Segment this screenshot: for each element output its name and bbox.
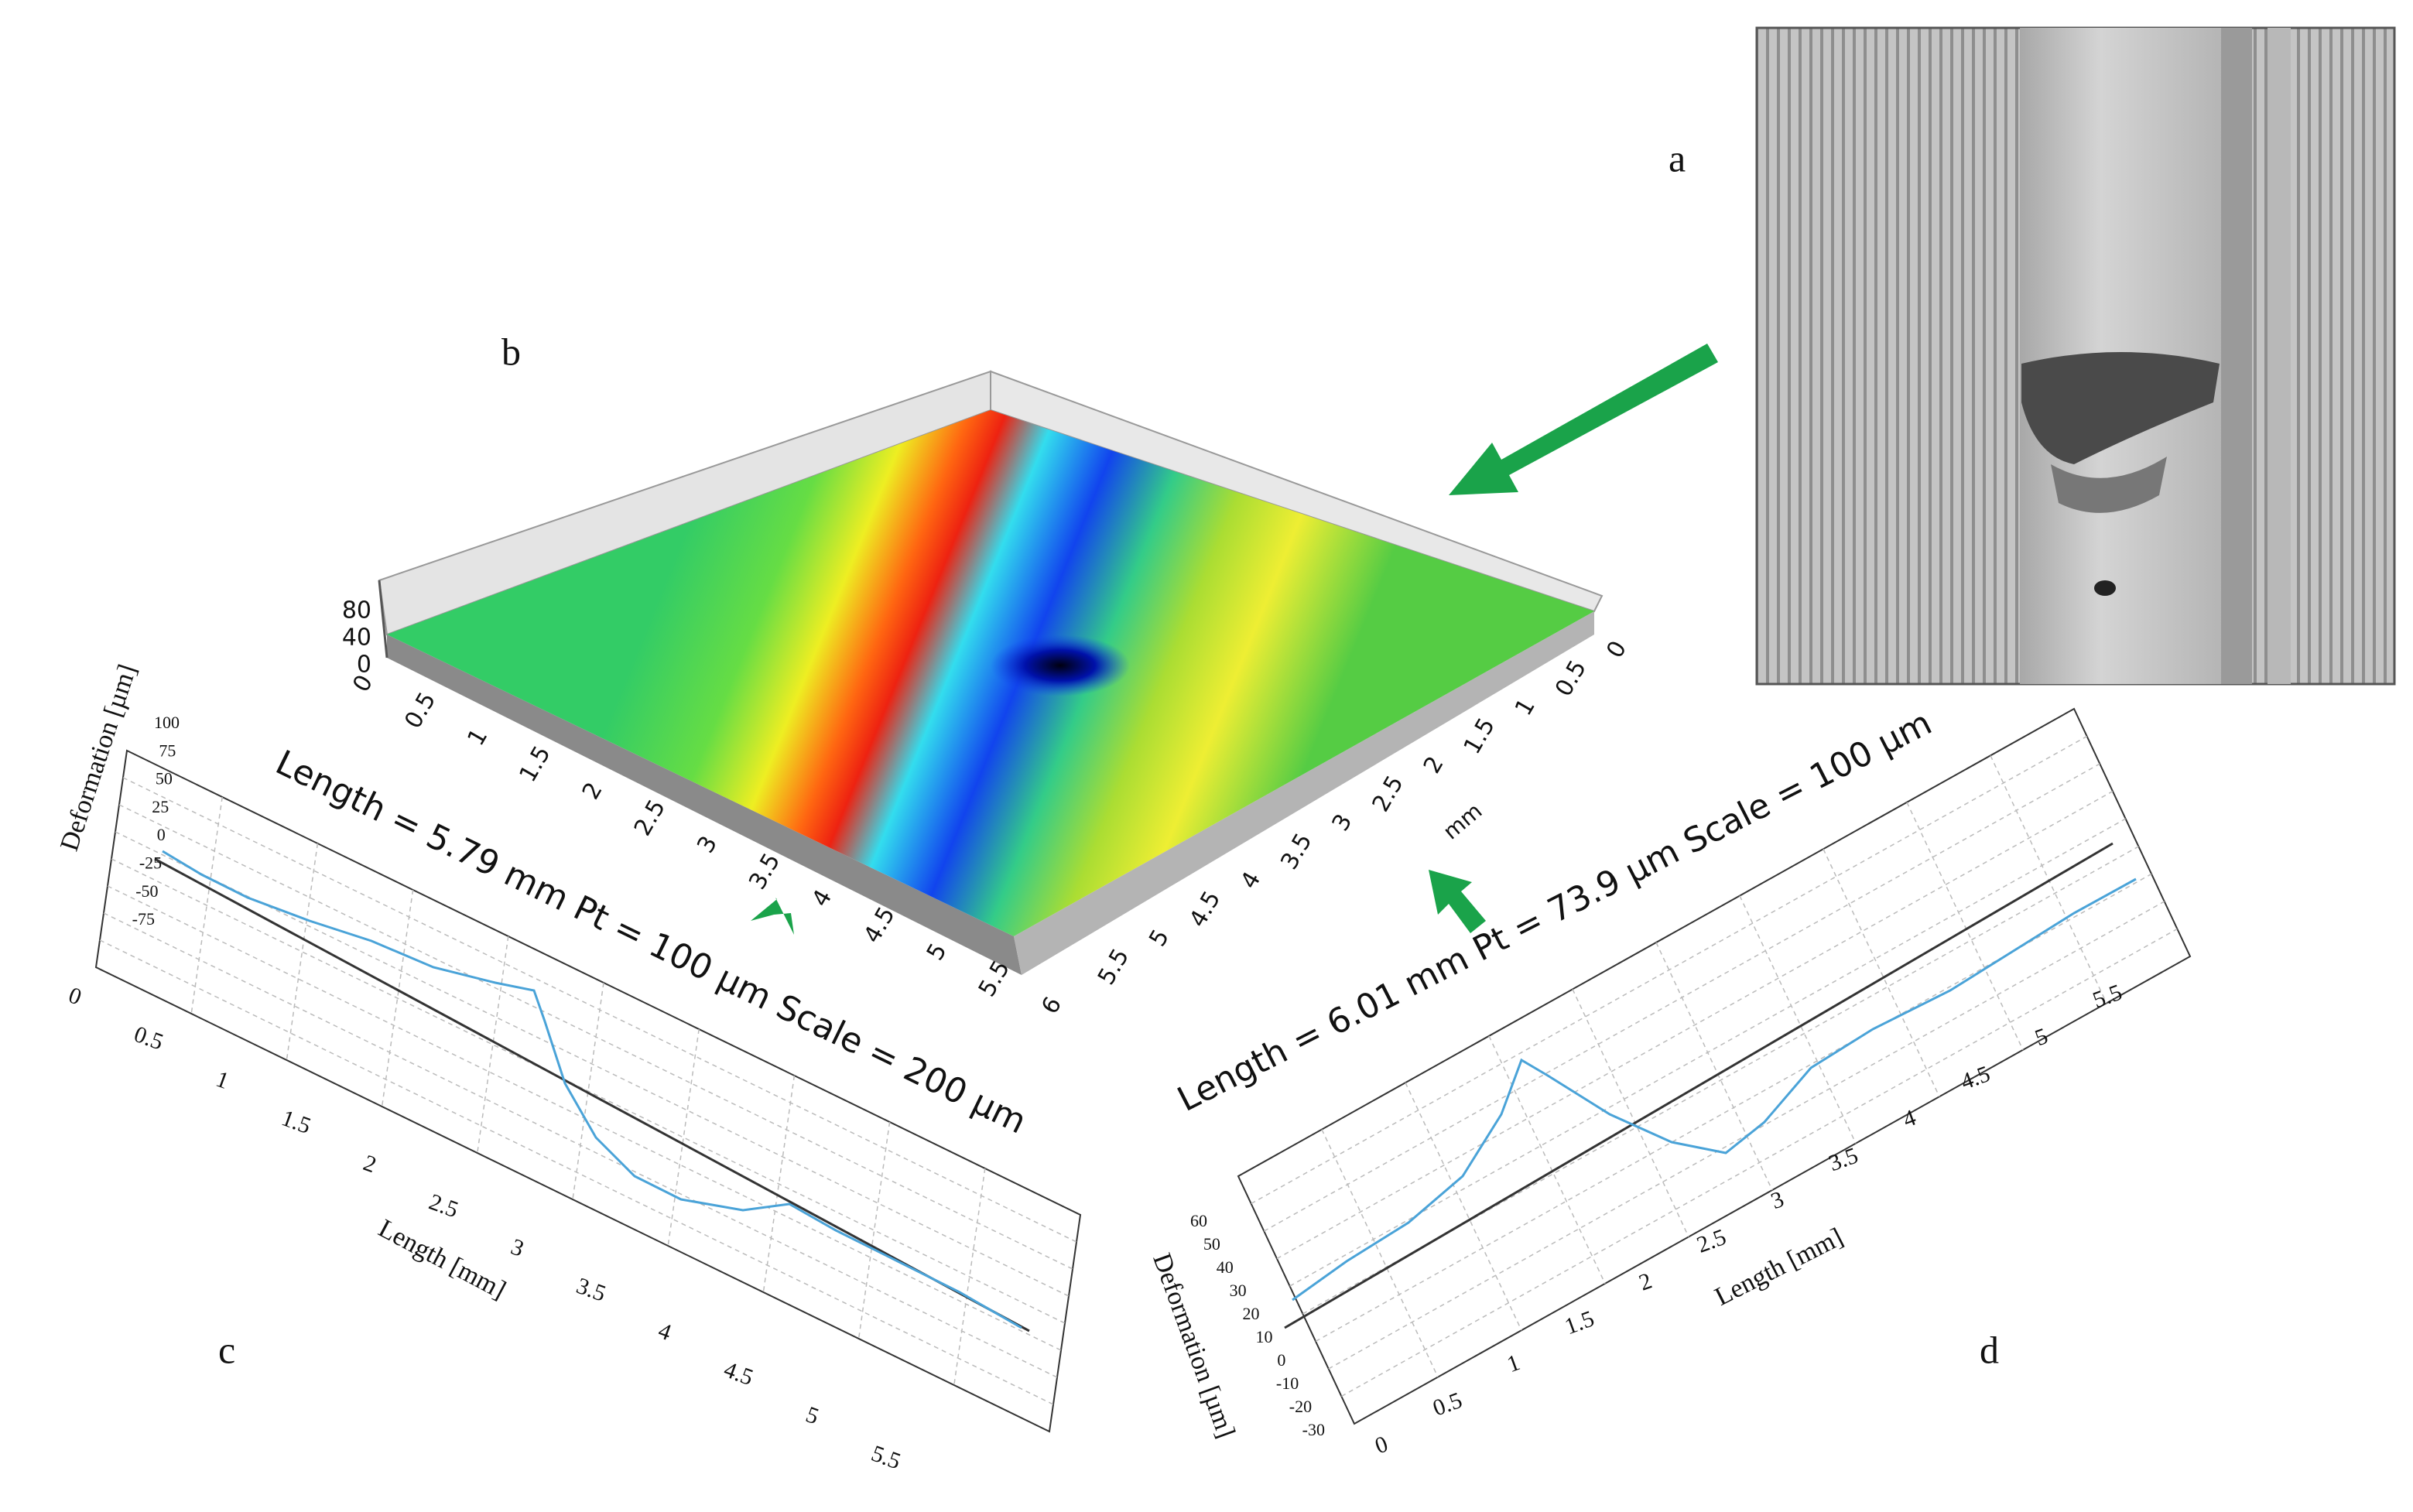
tick-label: 4 — [807, 885, 838, 912]
tick-label: 0 — [65, 982, 84, 1010]
tick-label: 2.5 — [1367, 771, 1409, 816]
profile-curve — [162, 850, 1022, 1329]
panel-label: b — [501, 330, 521, 373]
tick-label: 2.5 — [426, 1189, 462, 1223]
x-axis-label: Length [mm] — [374, 1214, 511, 1305]
tick-label: 5.5 — [868, 1441, 905, 1475]
arrows — [751, 344, 1718, 935]
tick-label: 80 — [342, 597, 371, 624]
tick-label: 5 — [922, 939, 953, 965]
tick-label: 2 — [360, 1150, 379, 1178]
tick-label: 3 — [508, 1234, 527, 1262]
surface-3d — [378, 370, 1604, 975]
tick-label: 2.5 — [629, 795, 671, 840]
tick-label: 10 — [1255, 1327, 1272, 1346]
reference-line — [154, 857, 1030, 1332]
tick-label: 1 — [213, 1066, 232, 1094]
y-axis-label: Deformation [µm] — [1147, 1250, 1241, 1442]
tick-label: 4 — [1235, 867, 1266, 894]
tick-label: -25 — [139, 853, 162, 872]
tick-label: 3.5 — [744, 849, 786, 895]
tick-label: 6 — [1036, 992, 1067, 1018]
tick-label: 4 — [655, 1318, 674, 1346]
tick-label: 3 — [1768, 1186, 1787, 1214]
tick-label: 5 — [803, 1401, 822, 1429]
tick-label: 0.5 — [1429, 1387, 1466, 1421]
plot-c-grid — [96, 751, 1080, 1432]
plot-d-grid — [1238, 709, 2190, 1424]
tick-label: 2 — [1636, 1268, 1655, 1296]
tick-label: 40 — [1217, 1257, 1234, 1277]
tick-label: -50 — [135, 881, 158, 901]
tick-label: -10 — [1276, 1373, 1299, 1393]
tick-label: 100 — [154, 713, 180, 732]
tick-label: 5 — [1144, 925, 1175, 951]
tick-label: 3.5 — [1275, 829, 1317, 874]
sem-image — [1755, 26, 2396, 686]
tick-label: 4.5 — [720, 1356, 757, 1391]
tick-label: 0.5 — [399, 688, 441, 734]
tick-label: 1 — [1510, 694, 1541, 720]
tick-label: 50 — [1203, 1234, 1220, 1254]
tick-label: 0 — [1601, 636, 1632, 662]
tick-label: 3 — [1327, 809, 1358, 836]
profile-curve — [1292, 877, 2137, 1302]
tick-label: 1 — [463, 724, 494, 751]
tick-label: 2 — [577, 778, 608, 804]
tick-label: 5.5 — [1093, 944, 1135, 990]
tick-label: 0.5 — [1550, 655, 1592, 701]
tick-label: 1.5 — [1459, 713, 1501, 759]
tick-label: 3 — [692, 831, 723, 857]
tick-label: 30 — [1230, 1281, 1247, 1300]
axis-unit: mm — [1438, 798, 1487, 844]
tick-label: -30 — [1302, 1420, 1325, 1439]
tick-label: 60 — [1190, 1211, 1207, 1230]
tick-label: -75 — [132, 909, 155, 929]
tick-label: 1 — [1504, 1350, 1523, 1377]
tick-label: 20 — [1243, 1304, 1260, 1323]
tick-label: 1.5 — [1562, 1305, 1598, 1339]
tick-label: 0.5 — [131, 1021, 167, 1055]
reference-line — [1284, 842, 2114, 1329]
tick-label: 2 — [1419, 752, 1450, 778]
tick-label: 0 — [1371, 1431, 1391, 1459]
tick-label: 3.5 — [573, 1273, 610, 1307]
tick-label: 25 — [152, 797, 169, 816]
tick-label: 4.5 — [1184, 887, 1226, 932]
tick-label: 40 — [342, 624, 371, 652]
tick-label: 1.5 — [515, 741, 556, 787]
panel-label: a — [1669, 136, 1686, 180]
tick-label: 0 — [357, 652, 371, 679]
tick-label: 75 — [159, 741, 176, 760]
tick-label: 1.5 — [278, 1105, 314, 1139]
panel-label: d — [1980, 1328, 1999, 1371]
panel-label: c — [218, 1328, 235, 1371]
tick-label: 0 — [1277, 1350, 1285, 1370]
tick-label: 0 — [157, 825, 166, 844]
x-axis-label: Length [mm] — [1710, 1223, 1847, 1312]
tick-label: 50 — [156, 769, 173, 788]
tick-label: -20 — [1289, 1397, 1312, 1416]
